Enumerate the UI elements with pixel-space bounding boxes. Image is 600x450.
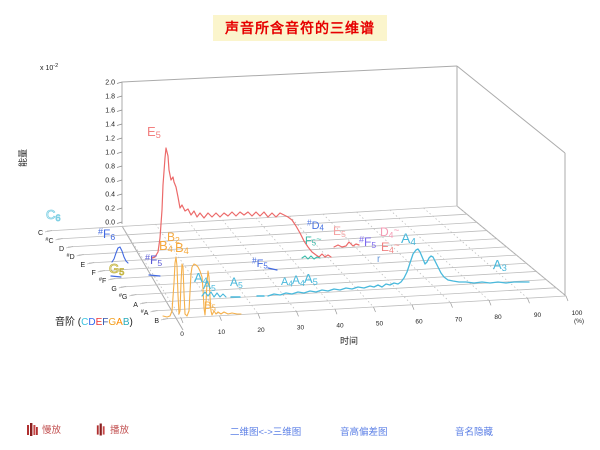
note-label-E5: E5 [333,224,346,239]
slow-play-label: 慢放 [42,425,62,436]
note-label-E4: E4~ [381,240,400,255]
pitch-deviation-link[interactable]: 音高偏差图 [340,424,388,438]
note-label-A3: A3 [493,257,507,273]
svg-text:1.8: 1.8 [105,94,115,101]
note-label-B5: B5 [204,300,216,313]
pitch-axis: C#C D#D EF #F G#G A#A B 音阶 (CDEFGAB) [38,230,169,328]
svg-text:0.6: 0.6 [105,178,115,185]
svg-text:2.0: 2.0 [105,80,115,87]
note-label-A4: A4 [281,276,293,289]
note-label-E5: E5 [147,124,161,140]
curve-E5-main [151,147,332,259]
pitch-deviation-label: 音高偏差图 [340,427,388,438]
curve-A5-wiggle [201,291,227,298]
svg-text:E: E [81,262,86,269]
svg-text:x 10-2: x 10-2 [40,63,58,72]
note-label-G5: G5 [109,261,124,277]
note-label-sF6: #F6 [98,226,115,241]
svg-text:F: F [91,270,95,277]
svg-text:0: 0 [180,331,184,338]
curve-F5-trill [301,255,321,260]
curve-F6-bell [111,246,129,264]
svg-text:1.0: 1.0 [105,150,115,157]
svg-text:40: 40 [336,323,344,330]
note-label-sF5: #F5 [145,252,162,267]
svg-text:音阶 (CDEFGAB): 音阶 (CDEFGAB) [55,315,133,328]
note-label-B4: B4 [159,238,173,254]
svg-text:1.6: 1.6 [105,108,115,115]
plot-box [121,65,567,331]
note-label-A5: A5 [203,278,216,293]
slow-play-button[interactable]: 慢放 [26,422,61,436]
note-label-sF5: #F5 [252,257,268,271]
svg-text:(%): (%) [574,318,584,325]
svg-text:50: 50 [376,321,384,328]
curve-F5-dash1 [148,274,161,277]
note-label-F5: F5~ [305,234,322,248]
note-curves [110,147,530,318]
svg-text:1.4: 1.4 [105,122,115,129]
note-label-A4: A4 [292,273,305,288]
time-gridlines [121,205,569,324]
svg-text:G: G [111,286,116,293]
svg-text:20: 20 [257,327,265,334]
note-label-r: r [377,254,381,265]
svg-text:10: 10 [218,329,226,336]
audio-bars-icon [96,423,105,435]
hide-note-names-label: 音名隐藏 [455,427,494,438]
svg-text:A: A [133,302,138,309]
svg-text:C: C [38,230,43,237]
svg-text:100: 100 [572,310,583,317]
note-label-A5: A5 [304,271,318,287]
play-button[interactable]: 播放 [95,422,129,436]
svg-text:时间: 时间 [340,335,358,346]
page-title: 声音所含音符的三维谱 [213,15,387,41]
note-label-A5: A5 [230,275,243,290]
svg-text:#G: #G [119,293,128,301]
time-axis: 0 10 20 30 40 50 60 70 80 90 100(%) 时间 [180,310,584,346]
note-label-A4: A4 [194,270,208,286]
svg-text:30: 30 [297,325,305,332]
toggle-2d-3d-link[interactable]: 二维图<->三维图 [230,424,301,438]
curve-E5-tail [333,241,360,248]
svg-text:#D: #D [67,253,75,261]
svg-text:能量: 能量 [17,149,28,167]
svg-text:1.2: 1.2 [105,136,115,143]
audio-bars-icon [27,422,38,436]
pitch-row-gridlines [46,205,567,320]
note-label-D4: D4~ [380,225,399,240]
svg-text:#F: #F [99,277,106,285]
svg-text:90: 90 [534,312,542,319]
svg-text:0.4: 0.4 [105,192,115,199]
play-label: 播放 [110,425,130,436]
note-label-A4: A4 [401,230,416,248]
energy-axis: 2.0 1.8 1.6 1.4 1.2 1.0 0.8 0.6 0.4 0.2 0.0 x 10-2 能… [17,63,123,227]
curve-F6-dash [110,275,122,278]
svg-text:0.0: 0.0 [105,220,115,227]
svg-text:0.8: 0.8 [105,164,115,171]
note-label-sD4: #D4 [307,219,325,233]
svg-text:D: D [59,246,64,253]
svg-text:0.2: 0.2 [105,206,115,213]
svg-text:#A: #A [141,309,149,317]
hide-note-names-link[interactable]: 音名隐藏 [455,424,493,438]
svg-text:70: 70 [455,316,463,323]
toggle-2d-3d-label: 二维图<->三维图 [230,427,302,438]
note-label-C6: C6 [46,207,61,223]
note-label-B4: B4 [175,240,189,256]
curve-F5-dash2 [267,267,278,271]
svg-text:60: 60 [415,318,423,325]
svg-text:#C: #C [45,237,53,245]
svg-text:B: B [154,318,159,325]
svg-text:80: 80 [494,314,502,321]
curve-A-main [267,248,530,297]
note-label-sF5: #F5 [359,234,376,249]
curve-B-notes [162,256,242,318]
note-label-B2: B2 [167,230,180,245]
